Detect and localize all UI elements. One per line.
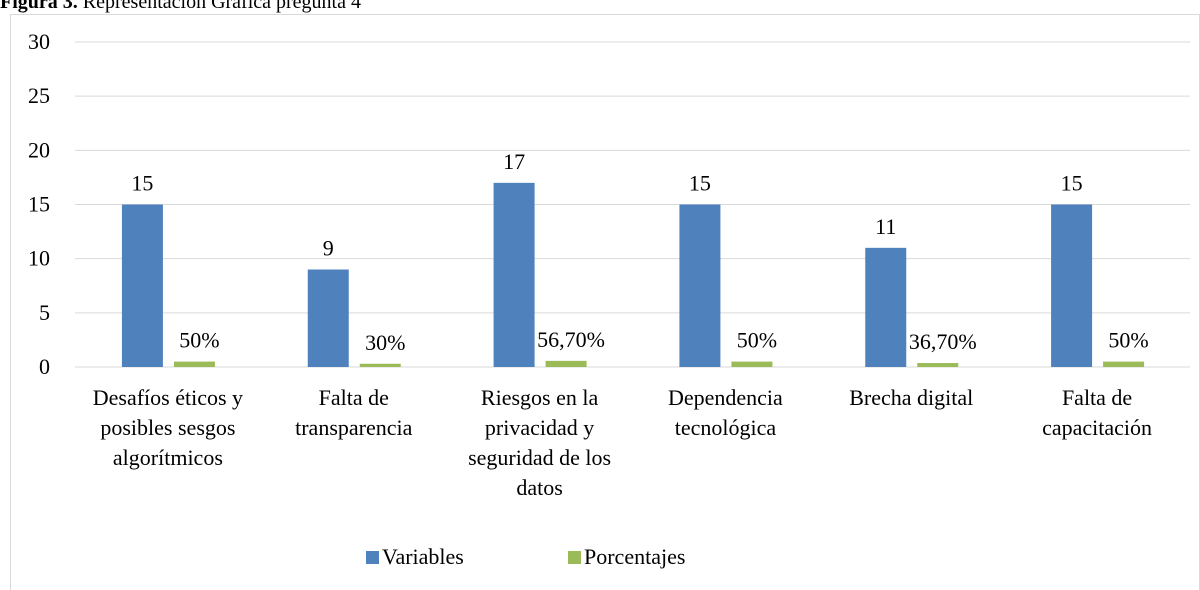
data-label: 50% — [1108, 328, 1148, 353]
data-label: 15 — [1061, 171, 1083, 196]
data-label: 11 — [875, 214, 896, 239]
bar — [307, 269, 349, 367]
bar — [1051, 204, 1093, 367]
title-label: Figura 3. — [0, 0, 78, 13]
bar — [865, 247, 907, 367]
x-tick-label: Falta de capacitación — [1042, 385, 1153, 440]
bar — [545, 360, 587, 367]
y-tick-label: 20 — [28, 137, 50, 162]
data-label: 17 — [503, 149, 525, 174]
chart-frame — [10, 14, 1200, 590]
data-label: 36,70% — [909, 329, 977, 354]
bar — [493, 182, 535, 367]
x-tick-label: Falta de transparencia — [295, 385, 413, 440]
legend-swatch — [568, 551, 581, 564]
y-tick-label: 10 — [28, 246, 50, 271]
data-label: 15 — [689, 171, 711, 196]
y-tick-label: 5 — [39, 300, 50, 325]
y-tick-label: 25 — [28, 83, 50, 108]
data-label: 9 — [323, 236, 334, 261]
data-label: 56,70% — [537, 327, 605, 352]
legend-label: Variables — [382, 544, 464, 569]
title-text: Representación Gráfica pregunta 4 — [82, 0, 361, 13]
chart-title: Figura 3. Representación Gráfica pregunt… — [0, 0, 365, 14]
bar — [917, 363, 959, 367]
x-tick-label: Dependencia tecnológica — [667, 385, 783, 440]
bar — [1103, 361, 1145, 367]
legend-swatch — [366, 551, 379, 564]
data-label: 15 — [131, 171, 153, 196]
bar — [731, 361, 773, 367]
data-label: 30% — [365, 330, 405, 355]
bar — [173, 361, 215, 367]
data-label: 50% — [737, 328, 777, 353]
y-tick-label: 30 — [28, 29, 50, 54]
x-tick-label: Brecha digital — [849, 385, 974, 410]
data-label: 50% — [179, 328, 219, 353]
x-tick-label: Riesgos en la privacidad y seguridad de … — [468, 385, 612, 500]
legend-label: Porcentajes — [584, 544, 685, 569]
y-tick-label: 15 — [28, 192, 50, 217]
y-tick-label: 0 — [39, 354, 50, 379]
bar — [121, 204, 163, 367]
bar — [359, 363, 401, 367]
bar — [679, 204, 721, 367]
x-tick-label: Desafíos éticos y posibles sesgos algorí… — [92, 385, 244, 470]
